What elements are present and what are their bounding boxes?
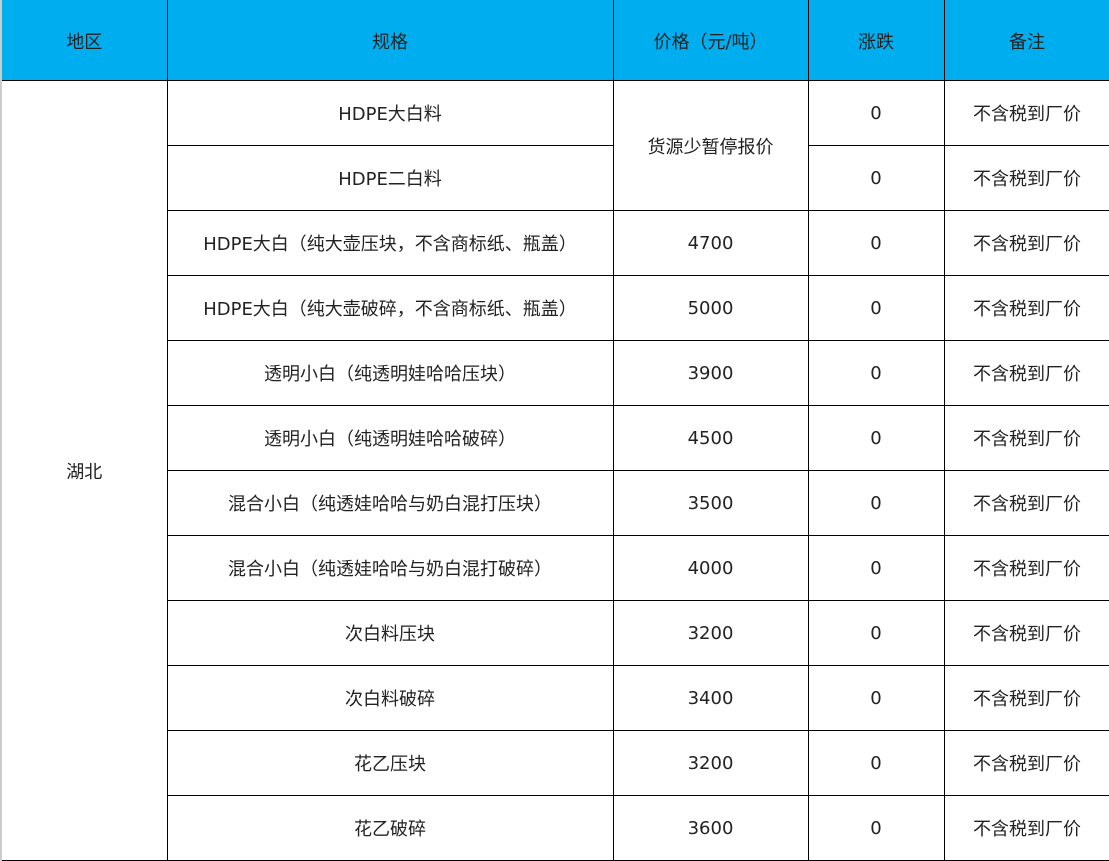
change-cell: 0: [807, 80, 945, 146]
note-cell: 不含税到厂价: [943, 145, 1109, 211]
table-row: HDPE大白（纯大壶压块，不含商标纸、瓶盖） 4700 0 不含税到厂价: [1, 210, 1109, 276]
price-cell: 3900: [612, 340, 809, 406]
change-cell: 0: [807, 470, 945, 536]
spec-cell: 混合小白（纯透娃哈哈与奶白混打破碎）: [166, 535, 614, 601]
change-cell: 0: [807, 730, 945, 796]
price-cell: 5000: [612, 275, 809, 341]
header-region: 地区: [0, 0, 168, 81]
spec-cell: 花乙破碎: [166, 795, 614, 861]
spec-cell: HDPE二白料: [166, 145, 614, 211]
change-cell: 0: [807, 535, 945, 601]
spec-cell: 次白料压块: [166, 600, 614, 666]
header-price: 价格（元/吨）: [612, 0, 809, 81]
note-cell: 不含税到厂价: [943, 275, 1109, 341]
header-row: 地区 规格 价格（元/吨） 涨跌 备注: [0, 0, 1109, 81]
note-cell: 不含税到厂价: [943, 80, 1109, 146]
note-cell: 不含税到厂价: [943, 470, 1109, 536]
price-cell: 3200: [612, 600, 809, 666]
spec-cell: HDPE大白（纯大壶压块，不含商标纸、瓶盖）: [166, 210, 614, 276]
note-cell: 不含税到厂价: [943, 665, 1109, 731]
table-row: 花乙破碎 3600 0 不含税到厂价: [1, 795, 1109, 861]
spec-cell: 次白料破碎: [166, 665, 614, 731]
table-row: HDPE二白料 0 不含税到厂价: [1, 145, 1109, 211]
note-cell: 不含税到厂价: [943, 535, 1109, 601]
change-cell: 0: [807, 145, 945, 211]
table-row: 次白料破碎 3400 0 不含税到厂价: [1, 665, 1109, 731]
spec-cell: HDPE大白（纯大壶破碎，不含商标纸、瓶盖）: [166, 275, 614, 341]
change-cell: 0: [807, 340, 945, 406]
region-cell: 湖北: [0, 80, 168, 861]
spec-cell: HDPE大白料: [166, 80, 614, 146]
spec-cell: 透明小白（纯透明娃哈哈压块）: [166, 340, 614, 406]
table-row: 混合小白（纯透娃哈哈与奶白混打破碎） 4000 0 不含税到厂价: [1, 535, 1109, 601]
note-cell: 不含税到厂价: [943, 600, 1109, 666]
change-cell: 0: [807, 210, 945, 276]
change-cell: 0: [807, 405, 945, 471]
spec-cell: 透明小白（纯透明娃哈哈破碎）: [166, 405, 614, 471]
price-cell: 3200: [612, 730, 809, 796]
table-row: 混合小白（纯透娃哈哈与奶白混打压块） 3500 0 不含税到厂价: [1, 470, 1109, 536]
header-note: 备注: [943, 0, 1109, 81]
note-cell: 不含税到厂价: [943, 210, 1109, 276]
price-cell-merged: 货源少暂停报价: [612, 80, 809, 211]
table-row: 湖北 HDPE大白料 货源少暂停报价 0 不含税到厂价: [0, 80, 1109, 861]
change-cell: 0: [807, 275, 945, 341]
table-row: 花乙压块 3200 0 不含税到厂价: [1, 730, 1109, 796]
note-cell: 不含税到厂价: [943, 795, 1109, 861]
spec-cell: 混合小白（纯透娃哈哈与奶白混打压块）: [166, 470, 614, 536]
table-row: HDPE大白（纯大壶破碎，不含商标纸、瓶盖） 5000 0 不含税到厂价: [1, 275, 1109, 341]
table-row: 透明小白（纯透明娃哈哈压块） 3900 0 不含税到厂价: [1, 340, 1109, 406]
change-cell: 0: [807, 665, 945, 731]
header-spec: 规格: [166, 0, 614, 81]
price-cell: 3600: [612, 795, 809, 861]
price-cell: 3500: [612, 470, 809, 536]
table-row: 透明小白（纯透明娃哈哈破碎） 4500 0 不含税到厂价: [1, 405, 1109, 471]
table-row: 次白料压块 3200 0 不含税到厂价: [1, 600, 1109, 666]
price-cell: 4000: [612, 535, 809, 601]
price-cell: 3400: [612, 665, 809, 731]
note-cell: 不含税到厂价: [943, 405, 1109, 471]
change-cell: 0: [807, 795, 945, 861]
note-cell: 不含税到厂价: [943, 730, 1109, 796]
header-change: 涨跌: [807, 0, 945, 81]
spec-cell: 花乙压块: [166, 730, 614, 796]
price-cell: 4500: [612, 405, 809, 471]
change-cell: 0: [807, 600, 945, 666]
price-cell: 4700: [612, 210, 809, 276]
note-cell: 不含税到厂价: [943, 340, 1109, 406]
